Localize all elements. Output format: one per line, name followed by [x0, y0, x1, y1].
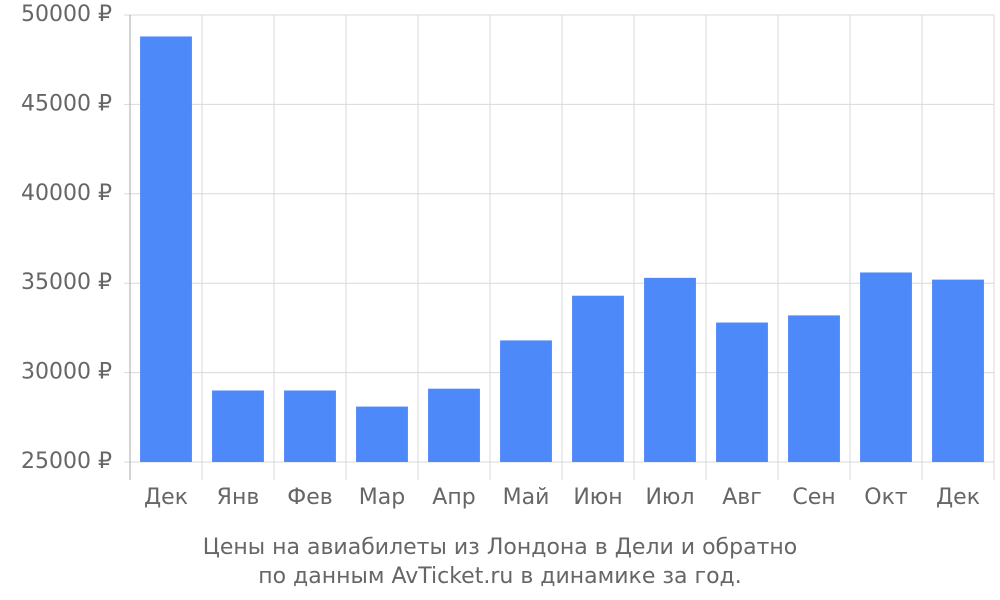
x-tick-label: Дек: [936, 485, 980, 510]
bar: [356, 406, 408, 462]
x-tick-label: Дек: [144, 485, 188, 510]
bar: [284, 390, 336, 462]
bar: [716, 322, 768, 462]
x-tick-label: Янв: [217, 485, 260, 510]
y-tick-label: 50000 ₽: [21, 2, 112, 27]
bar: [140, 36, 192, 463]
x-tick-label: Май: [503, 485, 550, 510]
bar: [500, 340, 552, 462]
y-tick-label: 45000 ₽: [21, 91, 112, 116]
x-tick-label: Мар: [359, 485, 405, 510]
x-tick-label: Авг: [722, 485, 762, 510]
bar: [644, 277, 696, 462]
chart-title: по данным AvTicket.ru в динамике за год.: [258, 564, 742, 589]
bar: [572, 295, 624, 462]
y-tick-label: 40000 ₽: [21, 181, 112, 206]
bar: [212, 390, 264, 462]
bar: [788, 315, 840, 462]
y-tick-label: 30000 ₽: [21, 360, 112, 385]
x-tick-label: Июл: [645, 485, 694, 510]
x-tick-label: Июн: [573, 485, 622, 510]
x-tick-label: Сен: [792, 485, 835, 510]
x-tick-label: Окт: [864, 485, 908, 510]
y-tick-label: 25000 ₽: [21, 449, 112, 474]
bar: [860, 272, 912, 462]
x-tick-label: Фев: [287, 485, 332, 510]
chart-title: Цены на авиабилеты из Лондона в Дели и о…: [203, 535, 797, 560]
bar: [932, 279, 984, 462]
bar: [428, 388, 480, 462]
x-tick-label: Апр: [432, 485, 475, 510]
y-tick-label: 35000 ₽: [21, 270, 112, 295]
